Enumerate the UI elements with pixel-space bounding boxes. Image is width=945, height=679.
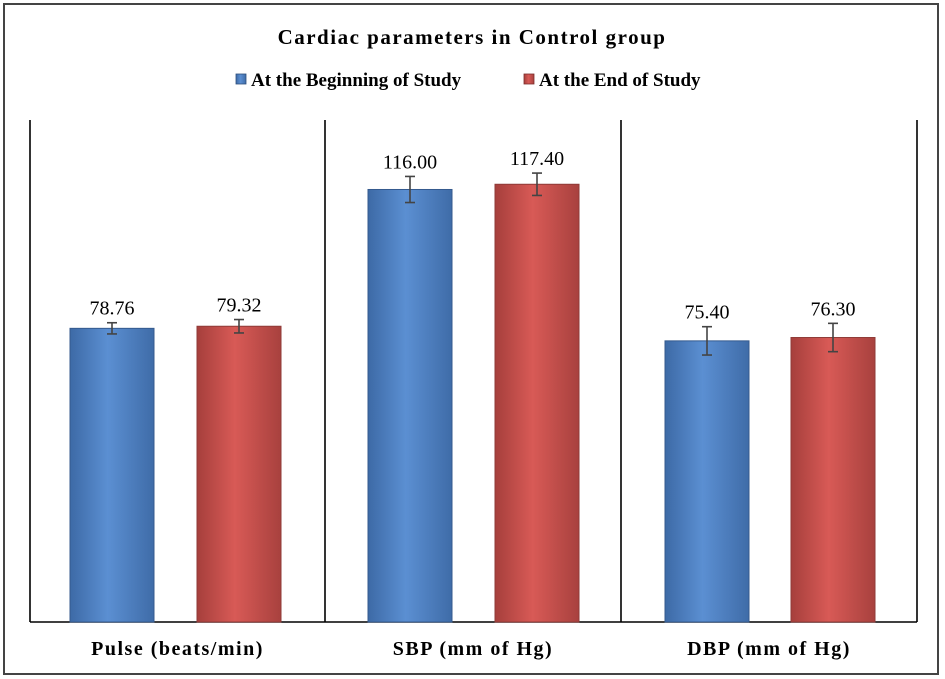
bars bbox=[69, 183, 876, 623]
legend-swatch-end bbox=[523, 73, 535, 85]
bar-end-1 bbox=[494, 183, 580, 623]
category-dividers bbox=[29, 120, 918, 622]
error-bar bbox=[828, 322, 838, 353]
bar-beginning-0 bbox=[69, 327, 155, 623]
category-label: Pulse (beats/min) bbox=[91, 638, 264, 660]
category-labels: Pulse (beats/min) SBP (mm of Hg) DBP (mm o… bbox=[91, 638, 851, 660]
legend-label-beginning: At the Beginning of Study bbox=[251, 70, 462, 91]
bar-beginning-2 bbox=[664, 340, 750, 623]
bar-beginning-1 bbox=[367, 188, 453, 623]
data-label: 76.30 bbox=[811, 298, 856, 320]
data-label: 78.76 bbox=[90, 298, 135, 320]
category-label: SBP (mm of Hg) bbox=[393, 638, 553, 660]
data-label: 117.40 bbox=[510, 148, 564, 170]
error-bars bbox=[107, 172, 838, 356]
data-label: 79.32 bbox=[217, 295, 262, 317]
legend-swatch-beginning bbox=[235, 73, 247, 85]
error-bar bbox=[107, 321, 117, 335]
bar-end-2 bbox=[790, 337, 876, 623]
data-label: 116.00 bbox=[383, 151, 437, 173]
legend-label-end: At the End of Study bbox=[539, 70, 701, 91]
chart-title: Cardiac parameters in Control group bbox=[278, 25, 667, 49]
error-bar bbox=[234, 318, 244, 334]
bar-end-0 bbox=[196, 325, 282, 623]
error-bar bbox=[405, 175, 415, 204]
chart-border bbox=[3, 3, 939, 675]
data-labels: 78.76 116.00 75.40 79.32 117.40 76.30 bbox=[90, 148, 856, 324]
legend: At the Beginning of Study At the End of … bbox=[235, 70, 701, 91]
category-label: DBP (mm of Hg) bbox=[687, 638, 851, 660]
error-bar bbox=[532, 172, 542, 197]
error-bar bbox=[702, 325, 712, 356]
data-label: 75.40 bbox=[685, 302, 730, 324]
